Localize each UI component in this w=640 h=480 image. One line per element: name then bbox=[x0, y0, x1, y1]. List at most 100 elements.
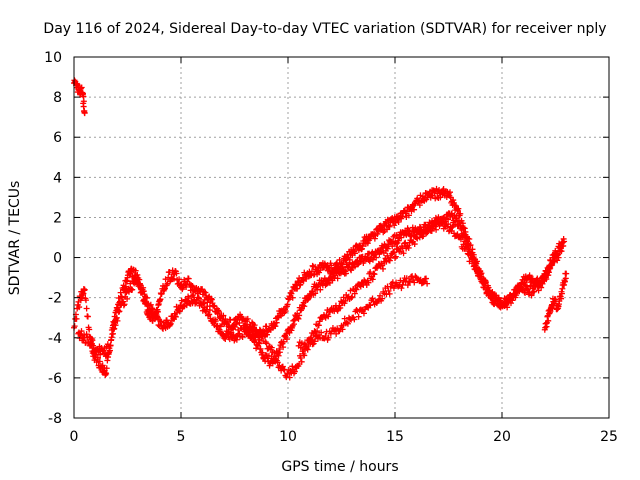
data-point-fill bbox=[397, 277, 404, 284]
data-point-fill bbox=[417, 276, 424, 283]
data-point-fill bbox=[351, 316, 358, 323]
data-point-fill bbox=[475, 269, 482, 276]
data-point-fill bbox=[369, 276, 376, 283]
data-point-fill bbox=[411, 241, 418, 248]
data-point-fill bbox=[379, 295, 386, 302]
data-point-fill bbox=[334, 275, 341, 282]
data-point-fill bbox=[469, 260, 476, 267]
data-point-fill bbox=[411, 206, 418, 213]
data-point-fill bbox=[316, 318, 323, 325]
data-point-fill bbox=[364, 240, 371, 247]
data-point-fill bbox=[301, 352, 308, 359]
data-point-fill bbox=[263, 340, 270, 347]
data-point-fill bbox=[195, 295, 202, 302]
data-point-fill bbox=[446, 189, 453, 196]
y-tick-label: 6 bbox=[53, 130, 62, 146]
data-point bbox=[81, 286, 88, 293]
data-point-fill bbox=[89, 337, 96, 344]
data-point-fill bbox=[401, 240, 408, 247]
data-point-fill bbox=[252, 337, 259, 344]
data-point-fill bbox=[189, 282, 196, 289]
y-tick-label: -4 bbox=[48, 331, 62, 347]
data-point-fill bbox=[204, 303, 211, 310]
data-point-fill bbox=[545, 269, 552, 276]
data-point-fill bbox=[170, 275, 177, 282]
data-point-fill bbox=[212, 318, 219, 325]
data-point-fill bbox=[214, 322, 221, 329]
data-point-fill bbox=[404, 282, 411, 289]
data-point-fill bbox=[96, 358, 103, 365]
data-point-fill bbox=[398, 285, 405, 292]
data-point-fill bbox=[291, 368, 298, 375]
data-point-fill bbox=[488, 290, 495, 297]
x-tick-label: 15 bbox=[386, 429, 404, 445]
data-point-fill bbox=[325, 313, 332, 320]
data-point-fill bbox=[393, 279, 400, 286]
data-point-fill bbox=[385, 287, 392, 294]
data-point-fill bbox=[94, 354, 101, 361]
data-point-fill bbox=[134, 271, 141, 278]
data-point-fill bbox=[80, 98, 87, 105]
data-point-fill bbox=[283, 330, 290, 337]
data-point-fill bbox=[360, 310, 367, 317]
data-point-fill bbox=[268, 344, 275, 351]
data-point-fill bbox=[351, 290, 358, 297]
data-point-fill bbox=[355, 313, 362, 320]
data-point-fill bbox=[121, 301, 128, 308]
data-point-fill bbox=[339, 326, 346, 333]
grid-lines bbox=[74, 57, 609, 418]
data-point-fill bbox=[215, 308, 222, 315]
data-point bbox=[556, 244, 563, 251]
data-point-fill bbox=[86, 326, 93, 333]
x-tick-label: 5 bbox=[177, 429, 186, 445]
data-point-fill bbox=[155, 322, 162, 329]
data-point-fill bbox=[239, 315, 246, 322]
data-point-fill bbox=[349, 293, 356, 300]
data-point-fill bbox=[103, 365, 110, 372]
data-point-fill bbox=[274, 359, 281, 366]
data-point-fill bbox=[314, 328, 321, 335]
x-tick-label: 20 bbox=[493, 429, 511, 445]
data-point-fill bbox=[315, 322, 322, 329]
data-point-fill bbox=[188, 293, 195, 300]
data-point-fill bbox=[428, 228, 435, 235]
plot-frame bbox=[73, 56, 610, 419]
data-point-fill bbox=[111, 325, 118, 332]
data-point-fill bbox=[439, 219, 446, 226]
axis-ticks: 0 5 10 15 20 25 -8 -6 -4 -2 0 2 4 6 8 10 bbox=[44, 50, 618, 445]
data-point-fill bbox=[311, 338, 318, 345]
data-point-fill bbox=[261, 330, 268, 337]
y-tick-label: -8 bbox=[48, 411, 62, 427]
y-tick-label: -6 bbox=[48, 371, 62, 387]
data-point-fill bbox=[374, 230, 381, 237]
data-point-fill bbox=[342, 270, 349, 277]
data-point-fill bbox=[387, 283, 394, 290]
data-point-fill bbox=[554, 251, 561, 258]
x-tick-label: 10 bbox=[279, 429, 297, 445]
data-point-fill bbox=[157, 296, 164, 303]
data-point-fill bbox=[78, 84, 85, 91]
data-point bbox=[280, 338, 287, 345]
data-point-fill bbox=[176, 308, 183, 315]
data-point-fill bbox=[380, 265, 387, 272]
data-point-fill bbox=[136, 276, 143, 283]
data-point-fill bbox=[199, 301, 206, 308]
data-point-fill bbox=[73, 315, 80, 322]
data-point-fill bbox=[469, 256, 476, 263]
data-point-fill bbox=[463, 233, 470, 240]
data-point-fill bbox=[385, 222, 392, 229]
data-point-fill bbox=[185, 275, 192, 282]
data-point-fill bbox=[116, 308, 123, 315]
data-point-fill bbox=[312, 290, 319, 297]
data-point-fill bbox=[337, 304, 344, 311]
data-point-fill bbox=[386, 290, 393, 297]
data-point-fill bbox=[271, 349, 278, 356]
data-point bbox=[481, 280, 488, 287]
chart-title: Day 116 of 2024, Sidereal Day-to-day VTE… bbox=[43, 21, 606, 37]
data-point-fill bbox=[325, 334, 332, 341]
data-point-fill bbox=[367, 269, 374, 276]
data-point bbox=[285, 370, 291, 377]
data-point-fill bbox=[297, 354, 304, 361]
data-point-fill bbox=[272, 323, 279, 330]
